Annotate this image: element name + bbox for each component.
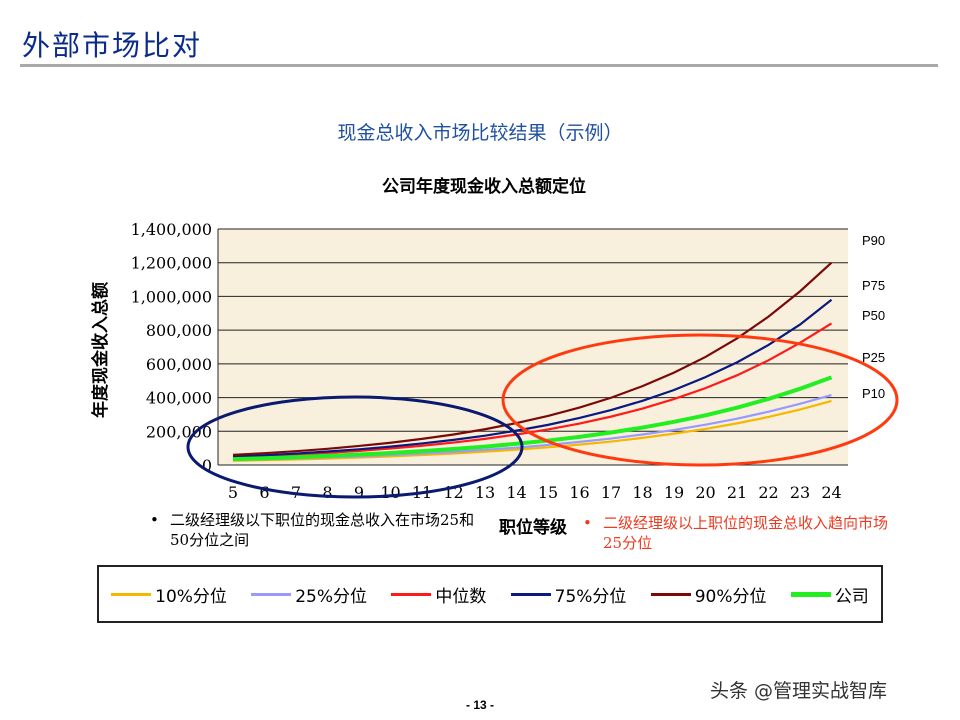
legend-swatch [251, 592, 292, 596]
y-tick-label: 1,000,000 [131, 287, 212, 306]
x-tick-label: 9 [354, 483, 364, 502]
x-tick-label: 23 [790, 483, 810, 502]
y-axis-label: 年度现金收入总额 [90, 282, 111, 418]
series-line-5 [232, 375, 833, 462]
x-axis-label: 职位等级 [499, 517, 567, 538]
legend-swatch [510, 592, 551, 596]
x-tick-label: 16 [569, 483, 589, 502]
percentile-label: P10 [862, 386, 885, 401]
x-tick-label: 6 [259, 483, 269, 502]
y-tick-label: 1,400,000 [131, 220, 212, 239]
x-tick-label: 24 [821, 483, 841, 502]
legend-item: 公司 [790, 582, 869, 607]
legend-item: 中位数 [391, 582, 486, 607]
y-tick-label: 400,000 [146, 389, 212, 408]
series-line-2 [232, 322, 833, 459]
note-left: • 二级经理级以下职位的现金总收入在市场25和50分位之间 [150, 510, 480, 550]
note-right-text: 二级经理级以上职位的现金总收入趋向市场25分位 [603, 514, 889, 552]
percentile-label: P50 [862, 308, 885, 323]
title-divider [20, 64, 938, 67]
y-tick-label: 1,200,000 [131, 254, 212, 273]
percentile-label: P75 [862, 278, 885, 293]
chart-legend: 10%分位 25%分位 中位数 75%分位 90%分位 公司 [97, 565, 883, 623]
x-tick-label: 5 [228, 483, 238, 502]
y-tick-label: 0 [202, 456, 212, 475]
watermark: 头条 @管理实战智库 [710, 680, 888, 702]
legend-label: 公司 [834, 586, 869, 607]
x-tick-label: 22 [758, 483, 778, 502]
x-tick-label: 8 [322, 483, 332, 502]
legend-swatch [790, 591, 831, 597]
legend-label: 10%分位 [155, 586, 227, 607]
series-line-4 [232, 261, 833, 456]
legend-item: 25%分位 [251, 582, 367, 607]
x-tick-label: 20 [695, 483, 715, 502]
x-tick-label: 14 [506, 483, 526, 502]
legend-label: 中位数 [435, 586, 487, 607]
x-tick-label: 18 [632, 483, 652, 502]
note-left-text: 二级经理级以下职位的现金总收入在市场25和50分位之间 [170, 511, 475, 549]
legend-swatch [650, 592, 691, 596]
legend-item: 10%分位 [111, 582, 227, 607]
series-line-3 [232, 298, 833, 458]
x-tick-label: 13 [475, 483, 495, 502]
note-right: • 二级经理级以上职位的现金总收入趋向市场25分位 [583, 513, 893, 553]
upper-grade-highlight-ellipse [501, 333, 899, 467]
legend-label: 25%分位 [295, 586, 368, 607]
page-title: 外部市场比对 [22, 29, 203, 62]
y-tick-label: 800,000 [146, 321, 212, 340]
slide-subtitle: 现金总收入市场比较结果（示例） [337, 122, 623, 144]
legend-label: 75%分位 [554, 586, 627, 607]
page-number: - 13 - [465, 698, 494, 712]
legend-item: 90%分位 [650, 582, 767, 607]
y-tick-label: 200,000 [146, 422, 212, 441]
x-tick-label: 10 [380, 483, 400, 502]
lower-grade-highlight-ellipse [186, 395, 524, 499]
chart: 公司年度现金收入总额定位 0 200,000 400,000 600,000 800,0… [90, 176, 899, 538]
legend-swatch [111, 592, 152, 596]
y-tick-label: 600,000 [146, 355, 212, 374]
plot-area [218, 229, 848, 465]
legend-swatch [391, 592, 432, 596]
percentile-label: P90 [862, 233, 885, 248]
x-tick-label: 21 [727, 483, 747, 502]
legend-label: 90%分位 [694, 586, 767, 607]
legend-item: 75%分位 [510, 582, 627, 607]
chart-title: 公司年度现金收入总额定位 [382, 176, 586, 197]
percentile-label: P25 [862, 350, 885, 365]
x-tick-label: 15 [538, 483, 558, 502]
series-line-0 [232, 399, 832, 462]
x-tick-label: 19 [664, 483, 684, 502]
x-tick-label: 17 [601, 483, 621, 502]
